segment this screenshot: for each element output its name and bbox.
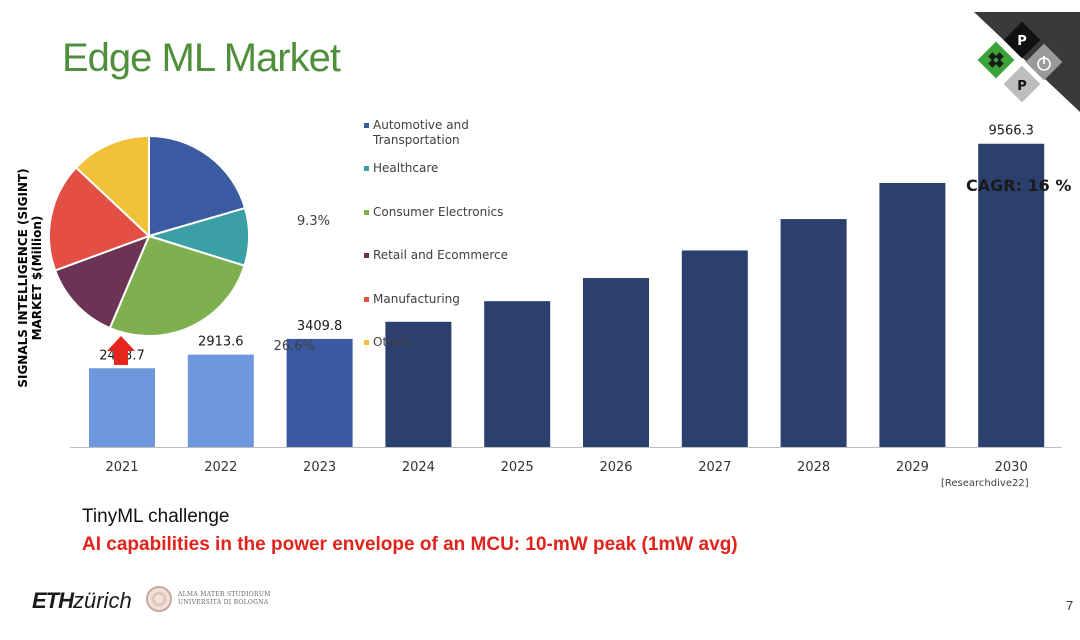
data-label-2022: 2913.6 <box>198 335 244 350</box>
bar-2026 <box>583 278 649 447</box>
bar-2022 <box>187 354 254 447</box>
green-piece-icon <box>977 41 1015 79</box>
bar-2030 <box>978 143 1045 447</box>
bar-2027 <box>681 250 748 447</box>
x-tick-2021: 2021 <box>105 460 138 475</box>
legend-label-3: Retail and Ecommerce <box>373 248 509 262</box>
legend-item-3: Retail and Ecommerce <box>364 248 513 263</box>
x-tick-2030: 2030 <box>995 460 1028 475</box>
bologna-seal-icon <box>146 586 172 612</box>
black-piece-icon <box>1003 21 1041 59</box>
legend-label-4: Manufacturing <box>373 292 460 306</box>
y-axis-title-line2: MARKET $(Million) <box>30 215 44 341</box>
bar-2028 <box>780 219 847 447</box>
x-tick-labels: 2021 2022 2023 2024 2025 2026 2027 2028 2029 2030 <box>105 460 1027 475</box>
legend-item-4: Manufacturing <box>364 292 513 307</box>
legend-item-5: Others <box>364 335 513 350</box>
pie-slice-2 <box>108 234 246 337</box>
x-tick-2022: 2022 <box>204 460 237 475</box>
up-arrow-icon <box>107 336 135 365</box>
legend-swatch-0 <box>364 123 369 128</box>
legend-item-1: Healthcare <box>364 161 513 176</box>
legend-label-2: Consumer Electronics <box>373 205 504 219</box>
x-tick-2026: 2026 <box>599 460 632 475</box>
bologna-logo: ALMA MATER STUDIORUM UNIVERSITÀ DI BOLOG… <box>146 586 271 612</box>
x-tick-2023: 2023 <box>303 460 336 475</box>
x-tick-2027: 2027 <box>698 460 731 475</box>
bar-series <box>89 143 1045 447</box>
data-label-2030: 9566.3 <box>988 124 1034 139</box>
pie-slice-4 <box>48 166 151 272</box>
x-tick-2028: 2028 <box>797 460 830 475</box>
corner-letter-bottom: P <box>1017 79 1027 94</box>
eth-logo-bold: ETH <box>32 588 74 613</box>
legend-item-2: Consumer Electronics <box>364 205 513 220</box>
y-axis-title-line1: SIGNALS INTELLIGENCE (SIGINT) <box>16 168 30 388</box>
legend-label-5: Others <box>373 335 414 349</box>
gray-piece-icon <box>1003 65 1041 103</box>
source-citation: [Researchdive22] <box>941 478 1029 489</box>
highlight-text: AI capabilities in the power envelope of… <box>82 534 738 555</box>
x-tick-2025: 2025 <box>501 460 534 475</box>
bologna-line2: UNIVERSITÀ DI BOLOGNA <box>178 599 269 606</box>
page-title: Edge ML Market <box>62 36 341 80</box>
cagr-label: CAGR: 16 % <box>966 176 1072 195</box>
pie-chart <box>48 134 250 337</box>
legend-swatch-4 <box>364 297 369 302</box>
bar-2029 <box>879 182 946 447</box>
y-axis-title: SIGNALS INTELLIGENCE (SIGINT) MARKET $(M… <box>16 128 44 428</box>
bar-2025 <box>484 301 551 447</box>
legend-item-0: Automotive and Transportation <box>364 118 513 148</box>
legend-swatch-1 <box>364 166 369 171</box>
eth-logo: ETHzürich <box>32 588 132 614</box>
corner-letter-top: P <box>1017 34 1027 49</box>
pie-slice-5 <box>74 134 150 239</box>
corner-logo: P P <box>974 12 1080 112</box>
eth-logo-rest: zürich <box>73 588 132 613</box>
x-tick-2029: 2029 <box>896 460 929 475</box>
page-number: 7 <box>1066 598 1074 613</box>
legend-swatch-2 <box>364 210 369 215</box>
legend-label-1: Healthcare <box>373 161 439 175</box>
bar-2021 <box>89 368 155 447</box>
pie-slice-0 <box>148 134 247 238</box>
subtitle: TinyML challenge <box>82 506 230 527</box>
legend-swatch-3 <box>364 253 369 258</box>
pie-label-1: 9.3% <box>297 214 330 229</box>
pie-data-labels: 9.3% 26.6% <box>274 214 330 354</box>
bologna-line1: ALMA MATER STUDIORUM <box>178 591 271 598</box>
pie-slice-3 <box>53 234 151 330</box>
bar-2023 <box>286 338 353 447</box>
pie-label-2: 26.6% <box>274 339 315 354</box>
legend-label-0: Automotive and Transportation <box>373 118 469 147</box>
bar-2024 <box>385 321 452 447</box>
data-label-2023: 3409.8 <box>297 319 343 334</box>
x-tick-2024: 2024 <box>402 460 435 475</box>
legend-swatch-5 <box>364 340 369 345</box>
